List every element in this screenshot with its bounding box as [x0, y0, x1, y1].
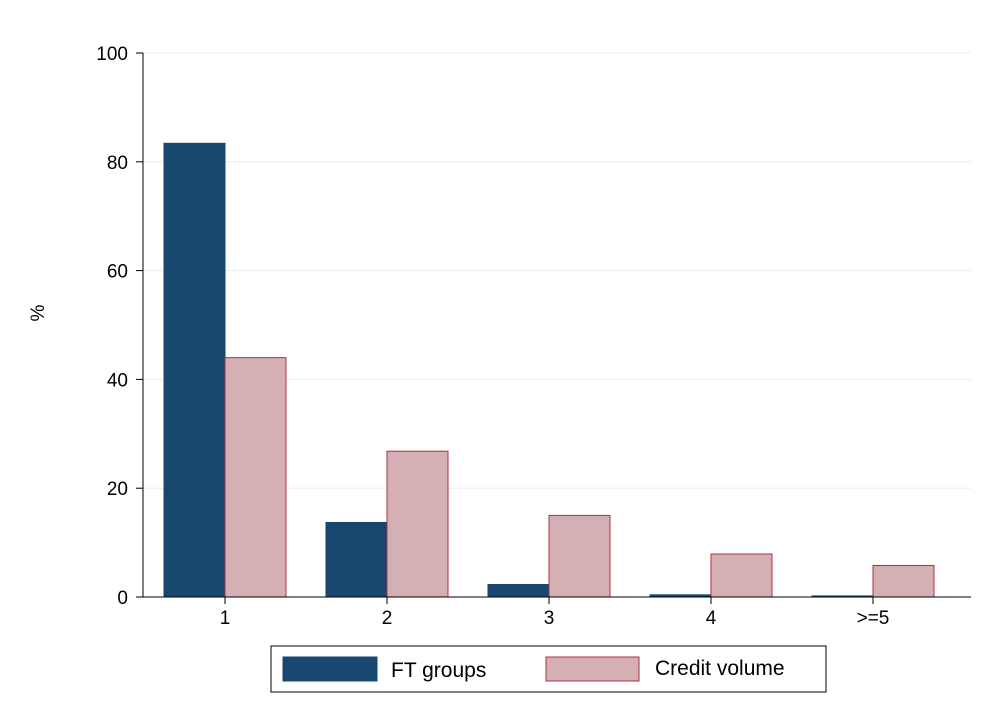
bar-ft-groups-1	[163, 142, 226, 598]
y-tick-label: 80	[107, 153, 128, 174]
legend-swatch-credit-volume	[545, 656, 640, 682]
y-axis-title: %	[28, 304, 49, 321]
x-tick-label: 2	[382, 608, 393, 629]
axes	[136, 52, 971, 604]
legend: FT groups Credit volume	[270, 645, 827, 693]
x-tick-label: 3	[544, 608, 555, 629]
legend-label-ft-groups: FT groups	[391, 659, 486, 682]
y-tick-labels: 0 20 40 60 80 100	[96, 44, 128, 609]
x-tick-label: 4	[706, 608, 717, 629]
bar-credit-volume-2	[386, 450, 449, 598]
x-tick-label: 1	[220, 608, 231, 629]
bar-credit-volume-1	[224, 357, 287, 598]
y-tick-label: 40	[107, 370, 128, 391]
x-tick-label: >=5	[857, 608, 890, 629]
bar-ft-groups-3	[487, 583, 550, 598]
bar-credit-volume-3	[548, 514, 611, 598]
y-tick-label: 100	[96, 44, 128, 65]
bar-credit-volume-4	[710, 553, 773, 598]
y-tick-label: 20	[107, 479, 128, 500]
legend-label-credit-volume: Credit volume	[655, 657, 785, 680]
x-tick-labels: 1 2 3 4 >=5	[220, 608, 890, 629]
bar-ft-groups-2	[325, 521, 388, 598]
bars	[163, 142, 935, 598]
legend-swatch-ft-groups	[282, 656, 378, 682]
y-tick-label: 0	[117, 588, 128, 609]
y-tick-label: 60	[107, 262, 128, 283]
bar-credit-volume-5	[872, 564, 935, 598]
